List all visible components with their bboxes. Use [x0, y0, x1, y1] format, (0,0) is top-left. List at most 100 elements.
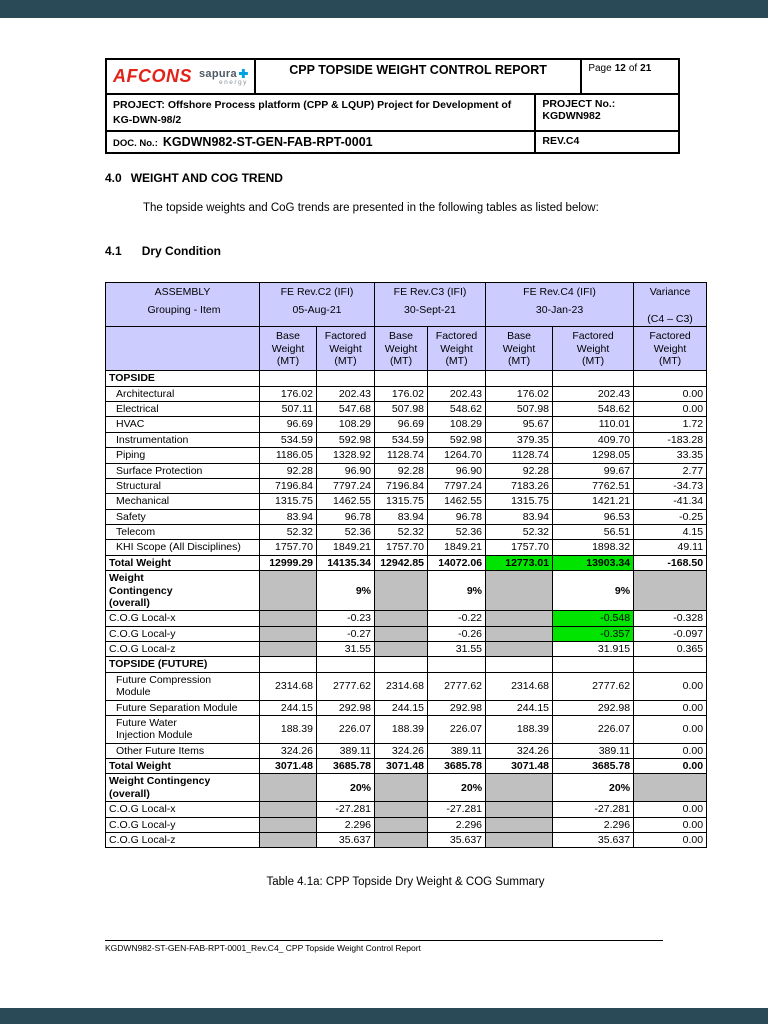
value-cell: 0.00 [633, 742, 708, 760]
value-cell: -0.27 [315, 625, 376, 643]
value-cell: 31.915 [552, 640, 635, 658]
value-cell: 0.00 [633, 671, 708, 701]
value-cell: 4.15 [633, 523, 708, 541]
assembly-subheader-empty [105, 326, 260, 372]
row-label: Future Water Injection Module [105, 714, 260, 744]
value-cell: 507.98 [374, 400, 429, 418]
value-cell: 2.296 [315, 816, 376, 833]
value-cell [633, 773, 708, 803]
viewer-top-band [0, 0, 768, 18]
value-cell: 92.28 [374, 462, 429, 479]
base-weight-header: Base Weight (MT) [374, 326, 429, 372]
value-cell [485, 640, 554, 658]
value-cell: 1328.92 [315, 447, 376, 464]
value-cell: 244.15 [485, 699, 554, 716]
row-label: TOPSIDE (FUTURE) [105, 656, 260, 673]
doc-number-value: KGDWN982-ST-GEN-FAB-RPT-0001 [162, 135, 373, 150]
assembly-header-line2: Grouping - Item [147, 303, 221, 316]
value-cell: 202.43 [552, 385, 635, 403]
row-label: Electrical [105, 400, 260, 418]
page-total: 21 [640, 63, 652, 74]
value-cell: -0.328 [633, 610, 708, 627]
value-cell: 35.637 [552, 831, 635, 849]
value-cell: 7183.26 [485, 477, 554, 495]
assembly-header-line1: ASSEMBLY [154, 286, 211, 299]
value-cell: -41.34 [633, 493, 708, 510]
row-label: Safety [105, 508, 260, 526]
value-cell [259, 801, 317, 818]
rev-c2-date: 05-Aug-21 [292, 303, 342, 316]
value-cell: 534.59 [259, 431, 317, 449]
value-cell: 1421.21 [552, 493, 635, 510]
value-cell [552, 656, 635, 673]
doc-number-label: DOC. No.: [113, 138, 158, 150]
value-cell: 0.00 [633, 831, 708, 849]
value-cell: 202.43 [427, 385, 487, 403]
value-cell: 96.90 [427, 462, 487, 479]
intro-paragraph: The topside weights and CoG trends are p… [143, 202, 599, 215]
value-cell [259, 816, 317, 833]
row-label: Weight Contingency (overall) [105, 773, 260, 803]
value-cell: 547.68 [315, 400, 376, 418]
value-cell [259, 570, 317, 612]
weight-table-body: TOPSIDE Architectural 176.02 202.43 176.02 20… [105, 370, 708, 849]
value-cell [427, 370, 487, 387]
table-row: Safety 83.94 96.78 83.94 96.78 83.94 96.53 -0.2… [105, 508, 708, 526]
table-row: HVAC 96.69 108.29 96.69 108.29 95.67 110.01 1.7… [105, 416, 708, 433]
section-number: 4.0 [105, 171, 122, 186]
value-cell [633, 656, 708, 673]
table-row: C.O.G Local-z 35.637 35.637 35.637 0.00 [105, 831, 708, 849]
value-cell: 176.02 [259, 385, 317, 403]
value-cell: 548.62 [427, 400, 487, 418]
value-cell: 3071.48 [374, 757, 429, 775]
value-cell: -0.23 [315, 610, 376, 627]
row-label: Telecom [105, 523, 260, 541]
value-cell [259, 640, 317, 658]
value-cell: 1757.70 [259, 539, 317, 556]
value-cell: -0.097 [633, 625, 708, 643]
logo-afcons-text: AFCONS [113, 66, 192, 86]
table-row: C.O.G Local-z 31.55 31.55 31.915 0.365 [105, 640, 708, 658]
table-row: Telecom 52.32 52.36 52.32 52.36 52.32 56.51 4.1… [105, 523, 708, 541]
table-row: Future Compression Module 2314.68 2777.62 2… [105, 671, 708, 701]
value-cell [259, 625, 317, 643]
value-cell: 83.94 [374, 508, 429, 526]
value-cell: 3685.78 [315, 757, 376, 775]
row-label: Weight Contingency (overall) [105, 570, 260, 612]
value-cell: 244.15 [374, 699, 429, 716]
table-row: Electrical 507.11 547.68 507.98 548.62 507.98… [105, 400, 708, 418]
value-cell: -27.281 [427, 801, 487, 818]
value-cell: 1298.05 [552, 447, 635, 464]
table-row: Architectural 176.02 202.43 176.02 202.43 176… [105, 385, 708, 403]
page-number: 12 [614, 63, 626, 74]
value-cell: 7196.84 [374, 477, 429, 495]
value-cell: 31.55 [427, 640, 487, 658]
value-cell: 324.26 [374, 742, 429, 760]
footer-reference: KGDWN982-ST-GEN-FAB-RPT-0001_Rev.C4_ CPP… [105, 940, 663, 953]
value-cell: 1315.75 [374, 493, 429, 510]
value-cell: 20% [427, 773, 487, 803]
report-title: CPP TOPSIDE WEIGHT CONTROL REPORT [253, 58, 583, 95]
row-label: Future Compression Module [105, 671, 260, 701]
table-row: C.O.G Local-y 2.296 2.296 2.296 0.00 [105, 816, 708, 833]
afcons-logo: AFCONS sapura energy [113, 63, 248, 90]
value-cell: 592.98 [427, 431, 487, 449]
project-description: PROJECT: Offshore Process platform (CPP … [104, 92, 537, 133]
variance-header: Variance (C4 – C3) [633, 282, 708, 328]
row-label: C.O.G Local-y [105, 625, 260, 643]
value-cell: 534.59 [374, 431, 429, 449]
page-of-word: of [628, 63, 638, 74]
subsection-number: 4.1 [105, 244, 122, 259]
page-indicator-cell: Page 12 of 21 [580, 58, 680, 95]
table-row: Total Weight 12999.29 14135.34 12942.85 1407… [105, 554, 708, 572]
value-cell: 0.00 [633, 699, 708, 716]
value-cell [485, 656, 554, 673]
logo-cell: AFCONS sapura energy [105, 58, 256, 95]
value-cell: -168.50 [633, 554, 708, 572]
value-cell: 92.28 [259, 462, 317, 479]
table-row: C.O.G Local-y -0.27 -0.26 -0.357 -0.097 [105, 625, 708, 643]
row-label: KHI Scope (All Disciplines) [105, 539, 260, 556]
value-cell: 1315.75 [259, 493, 317, 510]
value-cell [374, 773, 429, 803]
row-label: Surface Protection [105, 462, 260, 479]
